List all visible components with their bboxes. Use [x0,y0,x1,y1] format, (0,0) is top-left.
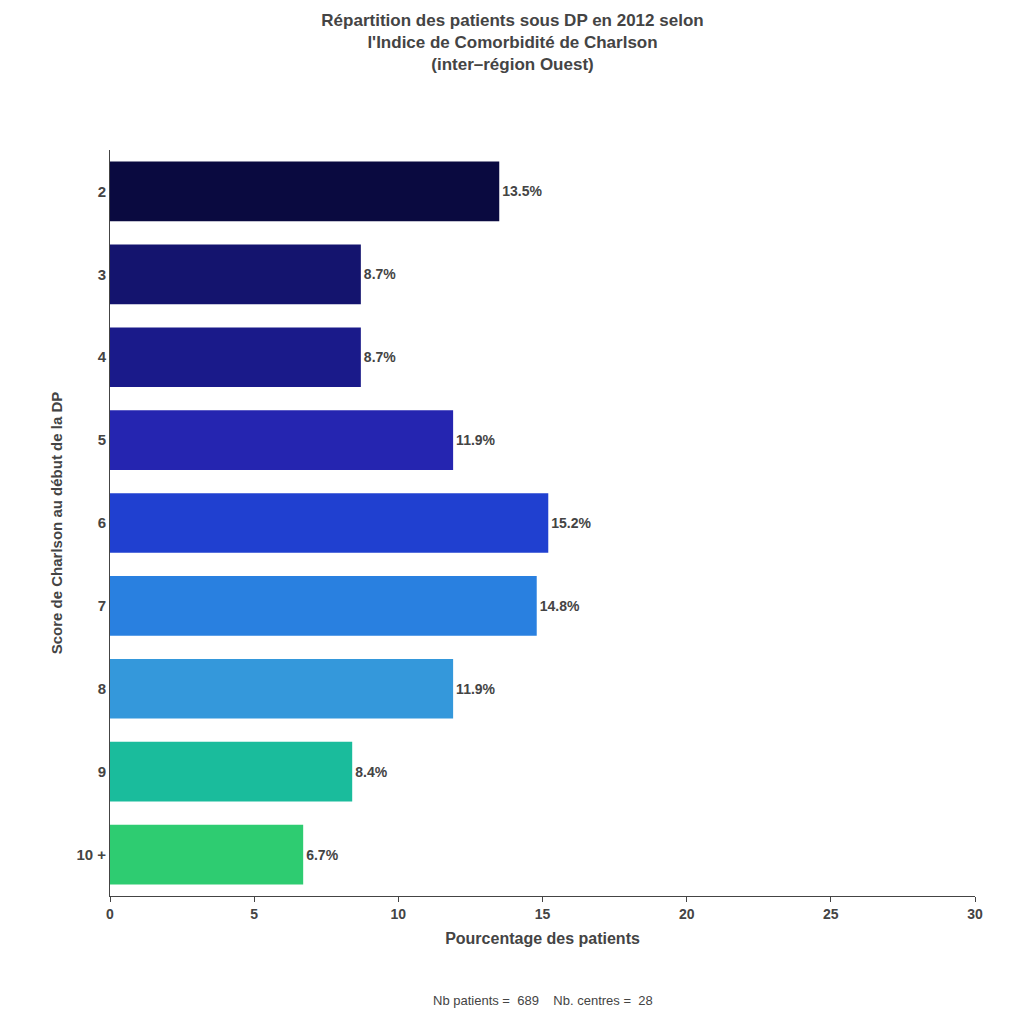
svg-text:6: 6 [98,514,106,531]
svg-text:5: 5 [250,906,258,922]
svg-text:Nb patients = 689 Nb. cent: Nb patients = 689 Nb. centres = 28 [433,993,653,1008]
svg-text:11.9%: 11.9% [456,681,495,697]
svg-text:11.9%: 11.9% [456,432,495,448]
svg-text:8.7%: 8.7% [364,349,396,365]
svg-text:Pourcentage des patients: Pourcentage des patients [445,930,640,947]
svg-text:7: 7 [98,597,106,614]
svg-text:15.2%: 15.2% [551,515,591,531]
svg-text:8: 8 [98,680,106,697]
svg-text:2: 2 [98,183,106,200]
svg-text:25: 25 [823,906,839,922]
svg-text:15: 15 [535,906,551,922]
svg-text:8.4%: 8.4% [355,764,387,780]
svg-text:20: 20 [679,906,695,922]
svg-text:14.8%: 14.8% [540,598,580,614]
svg-text:10: 10 [391,906,407,922]
svg-text:4: 4 [98,348,107,365]
svg-text:3: 3 [98,266,106,283]
svg-text:5: 5 [98,431,106,448]
svg-text:30: 30 [967,906,983,922]
svg-text:Score de Charlson au début de: Score de Charlson au début de la DP [48,392,65,655]
svg-text:0: 0 [106,906,114,922]
svg-text:Répartition des patients sous: Répartition des patients sous DP en 2012… [321,11,703,74]
svg-text:8.7%: 8.7% [364,266,396,282]
svg-text:6.7%: 6.7% [306,847,338,863]
svg-text:13.5%: 13.5% [502,183,542,199]
svg-text:9: 9 [98,763,106,780]
svg-text:10 +: 10 + [76,846,106,863]
